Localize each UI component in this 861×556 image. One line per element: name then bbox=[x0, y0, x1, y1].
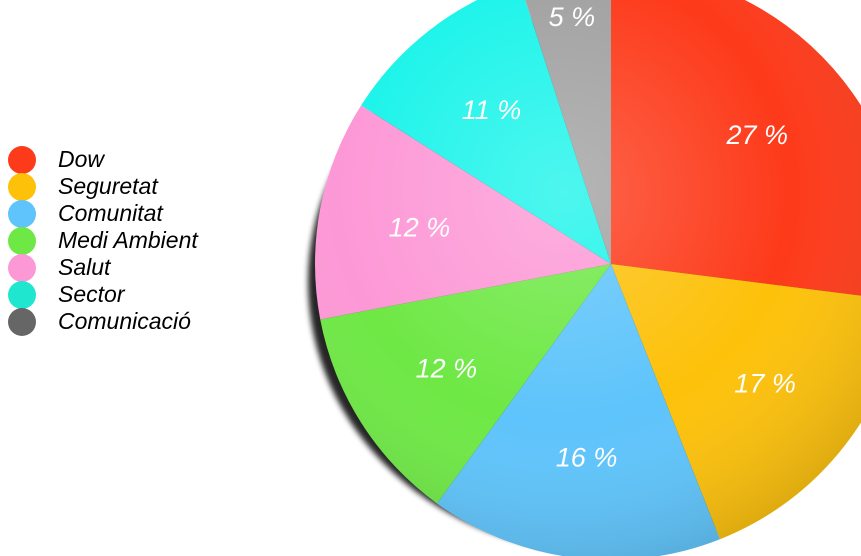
slice-label-comunicació: 5 % bbox=[549, 2, 596, 32]
pie-slice-dow bbox=[611, 0, 861, 296]
legend-item-comunitat: Comunitat bbox=[8, 199, 198, 228]
slice-label-comunitat: 16 % bbox=[556, 442, 618, 472]
legend-label-seguretat: Seguretat bbox=[58, 173, 158, 199]
legend-label-sector: Sector bbox=[58, 281, 125, 307]
legend-label-comunitat: Comunitat bbox=[58, 200, 163, 226]
legend-item-salut: Salut bbox=[8, 253, 198, 282]
legend-label-comunicacio: Comunicació bbox=[58, 308, 191, 334]
legend-label-salut: Salut bbox=[58, 254, 111, 280]
legend: Dow Seguretat Comunitat Medi Ambient Sal… bbox=[8, 145, 198, 336]
slice-labels: 27 % 17 % 16 % 12 % 12 % 11 % 5 % bbox=[389, 2, 796, 472]
legend-item-medi-ambient: Medi Ambient bbox=[8, 226, 198, 255]
legend-item-dow: Dow bbox=[8, 145, 198, 174]
legend-item-seguretat: Seguretat bbox=[8, 172, 198, 201]
legend-label-medi-ambient: Medi Ambient bbox=[58, 227, 198, 253]
slice-label-sector: 11 % bbox=[462, 95, 522, 125]
legend-swatch-comunicacio bbox=[8, 307, 36, 336]
legend-label-dow: Dow bbox=[58, 146, 105, 172]
legend-swatch-dow bbox=[8, 145, 36, 174]
legend-item-comunicacio: Comunicació bbox=[8, 307, 198, 336]
legend-swatch-medi-ambient bbox=[8, 226, 36, 255]
legend-swatch-comunitat bbox=[8, 199, 36, 228]
legend-swatch-salut bbox=[8, 253, 36, 282]
legend-item-sector: Sector bbox=[8, 280, 198, 309]
legend-swatch-sector bbox=[8, 280, 36, 309]
slice-label-salut: 12 % bbox=[389, 212, 451, 242]
slice-label-medi-ambient: 12 % bbox=[416, 353, 478, 383]
legend-swatch-seguretat bbox=[8, 172, 36, 201]
slice-label-dow: 27 % bbox=[725, 120, 788, 150]
slice-label-seguretat: 17 % bbox=[734, 369, 796, 399]
